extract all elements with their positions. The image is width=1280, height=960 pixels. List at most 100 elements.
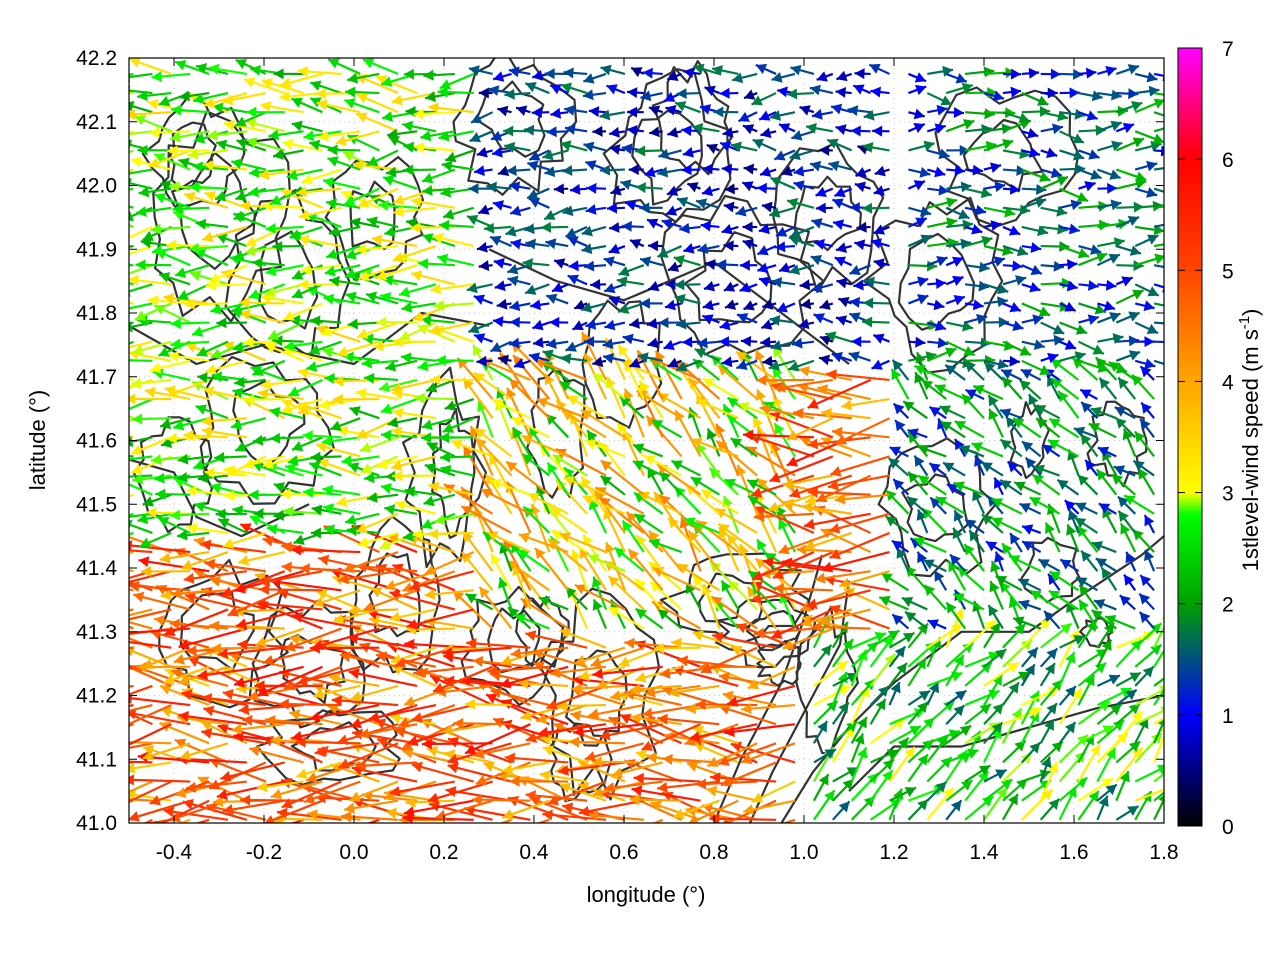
wind-arrow-head (518, 532, 530, 543)
wind-arrow (717, 364, 758, 400)
wind-arrow-head (1030, 707, 1042, 718)
wind-arrow-head (258, 583, 270, 595)
wind-arrow-head (846, 721, 858, 733)
wind-arrow (153, 799, 210, 823)
wind-arrow (863, 297, 890, 309)
wind-arrow (1134, 764, 1164, 783)
wind-arrow-head (91, 343, 102, 353)
wind-arrow (894, 419, 910, 438)
wind-arrow-head (140, 566, 151, 578)
wind-arrow-head (1138, 717, 1149, 730)
wind-arrow-shaft (129, 780, 172, 803)
wind-arrow-head (307, 809, 318, 821)
wind-arrow-shaft (821, 550, 890, 571)
wind-arrow (534, 547, 570, 591)
wind-arrow-head (782, 639, 795, 650)
wind-arrow (850, 716, 868, 744)
wind-arrow-shaft (129, 321, 153, 329)
wind-arrow-head (293, 534, 305, 545)
wind-arrow-head (1066, 524, 1077, 536)
wind-arrow-shaft (464, 723, 531, 755)
wind-arrow-head (630, 683, 641, 695)
wind-arrow (618, 646, 664, 667)
wind-arrow-head (210, 642, 222, 654)
wind-arrow (1021, 302, 1051, 317)
wind-arrow-head (707, 756, 719, 767)
wind-arrow (471, 794, 531, 806)
wind-arrow (1096, 687, 1133, 707)
wind-arrow (1044, 522, 1061, 553)
contour-line (714, 598, 817, 669)
wind-arrow-head (197, 776, 210, 787)
wind-arrow-shaft (129, 357, 134, 362)
wind-arrow-shaft (263, 799, 323, 823)
wind-arrow-head (804, 518, 815, 530)
wind-arrow-head (820, 644, 832, 657)
wind-arrow (382, 274, 418, 286)
wind-arrow-shaft (537, 723, 607, 735)
wind-arrow-head (904, 787, 917, 797)
wind-arrow (366, 491, 399, 503)
wind-arrow (538, 596, 569, 611)
wind-arrow-head (129, 519, 130, 523)
wind-arrow-head (278, 698, 289, 710)
wind-arrow (1097, 279, 1117, 291)
wind-arrow-shaft (129, 570, 153, 580)
wind-arrow (724, 723, 796, 738)
wind-arrow-head (494, 280, 506, 292)
wind-arrow-shaft (504, 756, 569, 764)
wind-arrow-shaft (283, 665, 342, 690)
wind-arrow-head (886, 749, 899, 760)
wind-arrow-head (741, 753, 753, 765)
wind-arrow (142, 742, 191, 761)
wind-arrow-head (423, 495, 435, 507)
wind-arrow-head (929, 681, 939, 694)
wind-arrow (629, 683, 682, 695)
wind-arrow-head (946, 602, 957, 614)
wind-arrow-head (978, 765, 991, 776)
wind-arrow (676, 562, 720, 592)
wind-arrow-head (542, 745, 554, 756)
wind-arrow (1115, 710, 1144, 745)
wind-arrow (387, 416, 418, 428)
wind-arrow (607, 575, 645, 611)
wind-arrow (673, 799, 720, 820)
wind-arrow-head (620, 714, 632, 725)
wind-arrow (139, 531, 172, 548)
wind-arrow (1096, 674, 1121, 687)
wind-arrow-head (677, 563, 689, 574)
wind-arrow (743, 799, 796, 815)
wind-arrow-head (69, 650, 80, 661)
wind-arrow-head (204, 558, 216, 570)
wind-arrow-shaft (129, 760, 153, 764)
wind-arrow-head (313, 834, 324, 844)
wind-arrow (869, 698, 887, 725)
wind-arrow-head (590, 657, 602, 668)
wind-arrow-shaft (546, 684, 607, 710)
wind-arrow-head (1157, 764, 1164, 775)
wind-arrow (129, 549, 153, 554)
wind-arrow (813, 684, 851, 707)
wind-arrow (302, 486, 342, 498)
wind-arrow-head (129, 540, 133, 552)
wind-arrow-head (596, 678, 608, 689)
wind-arrow (578, 799, 645, 817)
wind-arrow (1002, 638, 1033, 668)
wind-arrow (1021, 440, 1042, 458)
wind-arrow (1037, 558, 1061, 573)
wind-arrow-head (478, 260, 490, 272)
wind-arrow (945, 799, 963, 821)
wind-arrow-head (854, 733, 865, 745)
wind-arrow-head (475, 775, 488, 786)
wind-arrow (1134, 358, 1156, 369)
wind-arrow-head (201, 415, 212, 427)
wind-arrow-head (736, 622, 748, 634)
wind-arrow-head (302, 430, 313, 442)
wind-arrow (716, 259, 739, 271)
wind-arrow-head (518, 549, 530, 560)
wind-arrow-head (1008, 596, 1020, 609)
wind-arrow-head (401, 301, 413, 313)
wind-arrow-head (863, 297, 874, 309)
wind-arrow (850, 678, 876, 706)
wind-arrow-shaft (726, 684, 796, 706)
